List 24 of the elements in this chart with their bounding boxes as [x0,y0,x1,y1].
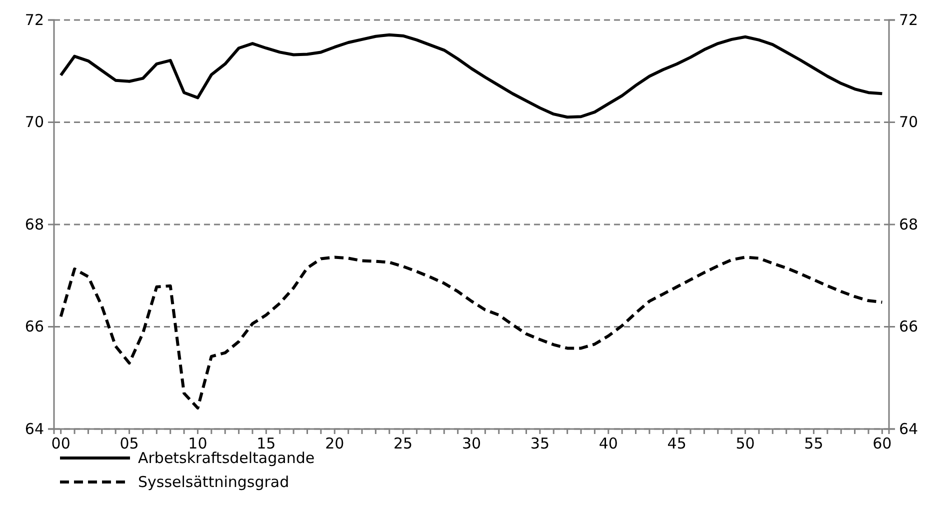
x-tick-label: 60 [872,434,892,453]
line-series [59,33,884,119]
x-tick-label: 05 [120,434,139,453]
x-tick-label: 00 [51,434,70,453]
x-tick-label: 30 [462,434,482,453]
x-tick-label: 20 [325,434,344,453]
legend-label: Sysselsättningsgrad [138,473,290,491]
x-tick-label: 40 [598,434,618,453]
y-tick-label: 72 [24,10,44,29]
x-tick-label: 55 [804,434,824,453]
y2-tick-label: 72 [899,10,918,29]
y-tick-label: 70 [24,113,44,132]
y2-tick-label: 70 [899,113,918,132]
x-tick-label: 25 [394,434,413,453]
y2-tick-label: 64 [899,420,918,438]
line-series [59,256,884,410]
y-tick-label: 68 [24,215,44,234]
y-tick-label: 66 [24,318,44,336]
x-tick-label: 45 [667,434,686,453]
y2-tick-label: 68 [899,215,918,234]
y2-tick-label: 66 [899,318,918,336]
x-tick-label: 35 [530,434,550,453]
x-tick-label: 50 [736,434,755,453]
y-tick-label: 64 [24,420,44,438]
